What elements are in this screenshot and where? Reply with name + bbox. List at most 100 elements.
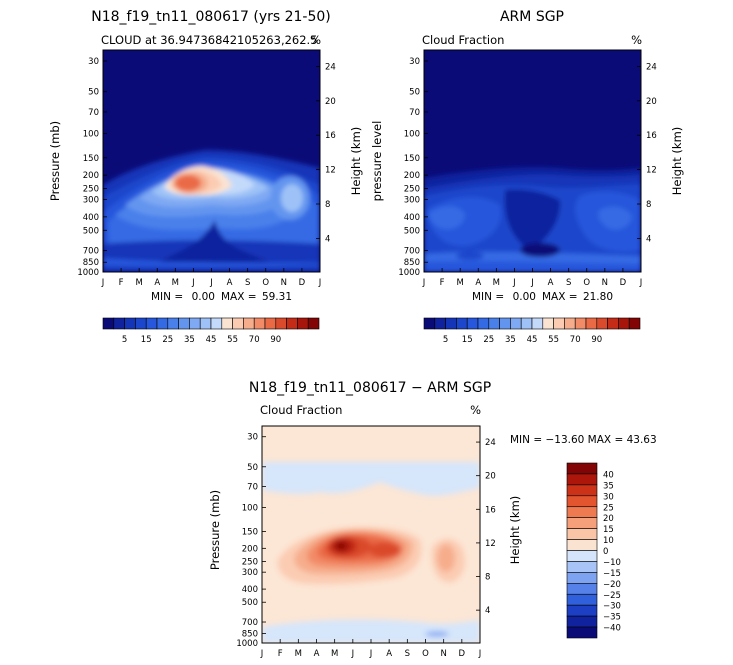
panel2-ylabel2: Height (km) bbox=[670, 127, 684, 196]
panel2-xtick-label: M bbox=[493, 278, 500, 288]
panel2-colorbar-label: 45 bbox=[527, 335, 538, 345]
panel3-colorbar-label: −25 bbox=[603, 591, 621, 601]
panel3-colorbar-label: 30 bbox=[603, 492, 614, 502]
panel1-ytick-label: 70 bbox=[88, 108, 99, 118]
panel1-ytick-label: 1000 bbox=[77, 268, 99, 278]
panel3-colorbar-cell bbox=[566, 593, 598, 606]
panel3-y2tick-label: 16 bbox=[485, 505, 496, 515]
panel1-colorbar-cell bbox=[189, 317, 201, 330]
panel2-colorbar-cell bbox=[628, 317, 641, 330]
panel2-xtick-label: N bbox=[602, 278, 608, 288]
panel3-y2tick-label: 12 bbox=[485, 539, 496, 549]
panel1-y2tick-label: 24 bbox=[325, 62, 336, 72]
panel3-ytick-label: 400 bbox=[242, 585, 258, 595]
panel3-colorbar-label: 0 bbox=[603, 547, 608, 557]
panel1-xtick-label: M bbox=[135, 278, 142, 288]
panel1-xtick-label: S bbox=[245, 278, 250, 288]
panel3-colorbar-cell bbox=[566, 583, 598, 595]
panel1-xtick-label: A bbox=[227, 278, 233, 288]
panel2-colorbar-cell bbox=[607, 317, 619, 330]
panel1-xtick-label: N bbox=[281, 278, 287, 288]
panel2-colorbar-label: 70 bbox=[570, 335, 581, 345]
panel3-ylabel2: Height (km) bbox=[508, 496, 522, 565]
panel2-ytick-label: 700 bbox=[404, 247, 420, 257]
panel2-subtitle: Cloud Fraction bbox=[422, 33, 504, 47]
panel3-xtick-label: M bbox=[331, 649, 338, 659]
panel1-colorbar-cell bbox=[243, 317, 255, 330]
panel2-xtick-label: J bbox=[639, 278, 643, 288]
panel3-y2tick-label: 4 bbox=[485, 606, 490, 616]
panel2-xtick-label: J bbox=[530, 278, 534, 288]
panel1-ylabel: Pressure (mb) bbox=[48, 121, 62, 201]
panel1-colorbar-cell bbox=[210, 317, 223, 330]
panel3-colorbar-cell bbox=[566, 528, 598, 540]
panel2-contour-fill bbox=[520, 243, 560, 257]
panel3-colorbar-cell bbox=[566, 495, 598, 508]
panel2-ylabel: pressure level bbox=[370, 121, 384, 202]
panel1-ytick-label: 300 bbox=[83, 196, 99, 206]
panel2-y2tick-label: 16 bbox=[646, 131, 657, 141]
panel2-xtick-label: J bbox=[512, 278, 516, 288]
panel3-colorbar-label: −30 bbox=[603, 602, 621, 612]
panel3-contour-fill bbox=[437, 544, 455, 572]
panel1-ytick-label: 500 bbox=[83, 226, 99, 236]
panel3-xtick-label: O bbox=[422, 649, 429, 659]
panel2-colorbar-label: 15 bbox=[462, 335, 473, 345]
panel2-colorbar-cell bbox=[466, 317, 479, 330]
panel3-y2tick-label: 8 bbox=[485, 573, 490, 583]
panel1-colorbar-cell bbox=[199, 317, 212, 330]
panel1-ytick-label: 400 bbox=[83, 213, 99, 223]
panel1-y2tick-label: 20 bbox=[325, 97, 336, 107]
panel3-colorbar-label: 40 bbox=[603, 470, 614, 480]
panel1-contours bbox=[103, 50, 320, 272]
panel2-ytick-label: 200 bbox=[404, 171, 420, 181]
panel1-ytick-label: 30 bbox=[88, 57, 99, 67]
panel1-colorbar: 5 15 25 35 45 55 70 90 bbox=[102, 317, 320, 345]
panel2-colorbar-label: 90 bbox=[591, 335, 602, 345]
panel3-ytick-label: 1000 bbox=[236, 639, 258, 649]
panel3-contours bbox=[262, 426, 480, 643]
panel2-y2tick-label: 4 bbox=[646, 234, 651, 244]
panel3-colorbar-cell bbox=[566, 539, 598, 551]
panel3-xtick-label: S bbox=[405, 649, 410, 659]
panel2-colorbar-label: 35 bbox=[505, 335, 516, 345]
panel2-colorbar-cell bbox=[585, 317, 598, 330]
panel1-colorbar-cell bbox=[135, 317, 147, 330]
panel1-colorbar-label: 25 bbox=[162, 335, 173, 345]
panel1-max-label: MAX = bbox=[221, 291, 257, 303]
panel3-xtick-label: M bbox=[295, 649, 302, 659]
panel3-xtick-label: N bbox=[440, 649, 446, 659]
panel2-ytick-label: 100 bbox=[404, 129, 420, 139]
panel2-xtick-label: S bbox=[566, 278, 571, 288]
panel2-colorbar-cell bbox=[542, 317, 554, 330]
panel3-colorbar-cell bbox=[566, 626, 598, 639]
panel2-xtick-label: M bbox=[456, 278, 463, 288]
panel2-y2tick-label: 12 bbox=[646, 166, 657, 176]
panel3-ytick-label: 150 bbox=[242, 527, 258, 537]
panel1-ytick-label: 700 bbox=[83, 247, 99, 257]
panel1-colorbar-cell bbox=[221, 317, 233, 330]
panel2-colorbar-cell bbox=[477, 317, 490, 330]
panel3-xtick-label: F bbox=[278, 649, 283, 659]
panel2-ytick-label: 250 bbox=[404, 185, 420, 195]
panel2-colorbar-cell bbox=[574, 317, 587, 330]
panel2-y2tick-label: 8 bbox=[646, 200, 651, 210]
panel2-xtick-label: O bbox=[583, 278, 590, 288]
panel1-xtick-label: J bbox=[191, 278, 195, 288]
panel1-xtick-label: F bbox=[119, 278, 124, 288]
panel2-colorbar-cell bbox=[445, 317, 457, 330]
panel3-contour-fill bbox=[369, 542, 401, 558]
panel2-ytick-label: 500 bbox=[404, 226, 420, 236]
panel2-colorbar-cell bbox=[488, 317, 500, 330]
panel1-colorbar-label: 35 bbox=[184, 335, 195, 345]
panel2-colorbar-cell bbox=[423, 317, 436, 330]
panel2-colorbar-cell bbox=[499, 317, 511, 330]
panel2-ytick-label: 850 bbox=[404, 258, 420, 268]
panel1-colorbar-cell bbox=[286, 317, 298, 330]
panel1-max-value: 59.31 bbox=[262, 291, 292, 303]
panel3-colorbar-cell bbox=[566, 506, 598, 518]
panel1-y2tick-label: 16 bbox=[325, 131, 336, 141]
panel1-colorbar-cell bbox=[264, 317, 277, 330]
panel2-contour-fill bbox=[429, 206, 465, 230]
